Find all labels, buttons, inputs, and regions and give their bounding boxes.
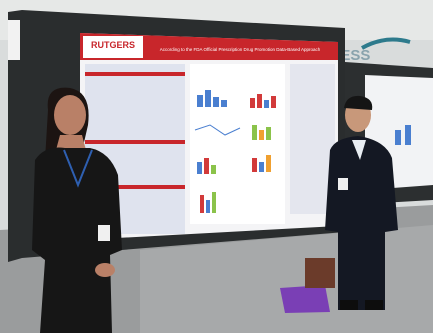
board-edge-sign: [8, 20, 20, 60]
person-man: [325, 95, 398, 310]
bag: [305, 258, 335, 288]
figure-column: [190, 64, 285, 224]
section-bar: [85, 72, 185, 76]
logo-box: [83, 36, 143, 58]
floor-paper: [280, 285, 330, 313]
poster-logo: RUTGERS: [91, 40, 135, 50]
section-bar: [85, 185, 185, 189]
figure-thumbnails: [194, 90, 276, 213]
text-column: [290, 64, 335, 214]
person-woman: [32, 87, 122, 333]
poster-title: According to the FDA Official Prescripti…: [160, 47, 321, 52]
figure-thumbnail: [405, 125, 411, 145]
poster-header: [80, 33, 338, 60]
banner-swoosh: [361, 37, 411, 50]
figure-thumbnail: [395, 130, 401, 145]
section-bar: [85, 140, 185, 144]
